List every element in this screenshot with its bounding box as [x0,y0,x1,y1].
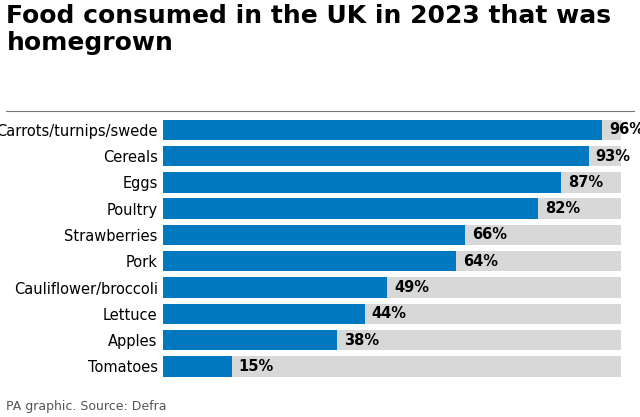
Bar [163,304,365,324]
Bar [163,146,621,166]
Text: 87%: 87% [568,175,604,190]
Text: Food consumed in the UK in 2023 that was
homegrown: Food consumed in the UK in 2023 that was… [6,4,611,55]
Text: 49%: 49% [394,280,429,295]
Bar [163,120,602,140]
Text: 64%: 64% [463,254,498,269]
Bar [163,251,456,271]
Bar [163,225,465,245]
Bar [163,172,621,193]
Bar [163,225,621,245]
Bar [163,330,337,350]
Text: 38%: 38% [344,333,379,347]
Text: PA graphic. Source: Defra: PA graphic. Source: Defra [6,400,167,413]
Bar [163,277,621,298]
Text: 96%: 96% [609,123,640,137]
Bar [163,356,621,377]
Bar [163,304,621,324]
Text: 93%: 93% [596,149,630,163]
Bar [163,330,621,350]
Text: 82%: 82% [545,201,580,216]
Bar [163,277,387,298]
Text: 66%: 66% [472,228,507,242]
Bar [163,356,232,377]
Text: 44%: 44% [371,306,406,321]
Bar [163,251,621,271]
Bar [163,198,621,219]
Bar [163,198,538,219]
Bar [163,172,561,193]
Bar [163,120,621,140]
Text: 15%: 15% [239,359,274,374]
Bar [163,146,589,166]
